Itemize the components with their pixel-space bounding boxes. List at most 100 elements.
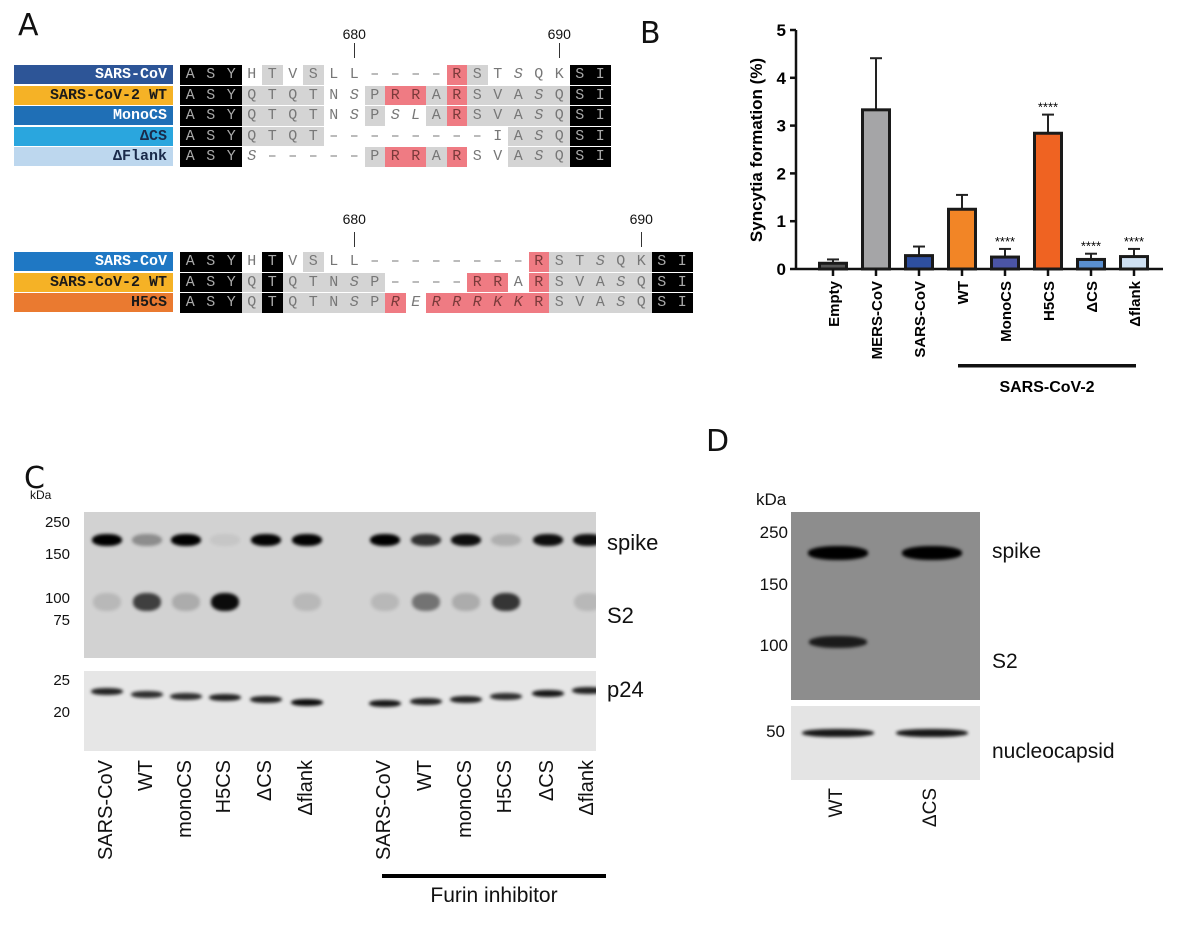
residue: Q: [631, 272, 652, 292]
furin-inhibitor-label: Furin inhibitor: [430, 884, 558, 907]
residue: Q: [549, 106, 570, 126]
residue: S: [467, 85, 488, 105]
position-label: 680: [342, 26, 366, 42]
category-label: MERS-CoV: [869, 281, 886, 359]
residue: T: [493, 66, 503, 83]
residue: T: [262, 252, 283, 272]
marker-50-d: 50: [766, 722, 785, 741]
residue: S: [200, 293, 221, 313]
s2-band: [492, 593, 520, 611]
residue: S: [200, 126, 221, 146]
residue: I: [590, 65, 611, 85]
category-label: WT: [955, 281, 972, 304]
residue: R: [446, 147, 467, 167]
residue: T: [303, 293, 324, 313]
residue: –: [411, 273, 421, 291]
bar-WT: [947, 207, 977, 271]
spike-band: [533, 534, 563, 546]
panel-label-d: D: [706, 424, 730, 459]
residue: –: [472, 253, 482, 270]
y-tick-label: 0: [777, 260, 786, 279]
lane-label: Δflank: [295, 760, 317, 816]
residue: R: [426, 293, 447, 313]
residue: R: [385, 147, 406, 167]
spike-band: [411, 534, 441, 546]
lane-label: SARS-CoV: [373, 760, 395, 861]
residue: K: [487, 293, 508, 313]
s2-band: [172, 593, 200, 611]
residue: A: [180, 65, 201, 85]
residue: A: [513, 273, 523, 291]
residue: S: [569, 126, 590, 146]
residue: I: [590, 85, 611, 105]
residue: –: [411, 66, 421, 83]
residue: T: [303, 272, 324, 292]
category-label: H5CS: [1041, 281, 1058, 321]
residue: Y: [221, 293, 242, 313]
marker-100: 100: [44, 590, 70, 607]
y-tick-label: 3: [777, 117, 786, 136]
bar-MERS-CoV: [861, 108, 891, 271]
residue: –: [431, 127, 441, 145]
residue: A: [180, 252, 201, 272]
residue: R: [467, 272, 488, 292]
residue: H: [247, 66, 257, 83]
residue: T: [303, 106, 324, 126]
residue: T: [262, 272, 283, 292]
sequence-name: SARS-CoV: [14, 252, 173, 271]
residue: I: [590, 147, 611, 167]
marker-75: 75: [53, 612, 70, 629]
residue: S: [549, 252, 570, 272]
residue: –: [308, 148, 318, 165]
residue: Y: [221, 252, 242, 272]
significance-stars: ****: [995, 234, 1015, 249]
sequence-name: SARS-CoV: [14, 65, 173, 84]
marker-150-d: 150: [759, 575, 788, 594]
residue: Y: [221, 85, 242, 105]
spike-band: [808, 546, 868, 560]
residue: I: [672, 293, 693, 313]
residue: Y: [221, 106, 242, 126]
sequence-name: MonoCS: [14, 106, 173, 125]
marker-20: 20: [53, 704, 70, 721]
residue: –: [452, 273, 462, 291]
residue: –: [472, 127, 482, 145]
residue: R: [446, 85, 467, 105]
residue: –: [411, 127, 421, 145]
spike-band: [902, 546, 962, 560]
category-label: ΔCS: [1084, 281, 1101, 313]
residue: S: [513, 66, 523, 83]
y-tick-label: 1: [777, 212, 786, 231]
residue: A: [590, 272, 611, 292]
residue: S: [344, 272, 365, 292]
residue: S: [467, 65, 488, 85]
residue: S: [651, 252, 672, 272]
residue: V: [288, 66, 298, 83]
residue: S: [200, 147, 221, 167]
p24-band: [490, 692, 522, 700]
p24-band: [91, 687, 123, 695]
residue: S: [303, 252, 324, 272]
residue: R: [487, 272, 508, 292]
residue: S: [610, 272, 631, 292]
residue: –: [370, 253, 380, 270]
residue: A: [590, 293, 611, 313]
residue: S: [651, 272, 672, 292]
lane-label: SARS-CoV: [95, 760, 117, 861]
residue: –: [431, 253, 441, 270]
residue: I: [590, 126, 611, 146]
residue: S: [349, 107, 359, 124]
residue: R: [528, 272, 549, 292]
residue: Q: [241, 272, 262, 292]
residue: K: [508, 293, 529, 313]
group-bracket: [958, 364, 1136, 368]
residue: S: [344, 293, 365, 313]
residue: S: [472, 148, 482, 165]
residue: V: [487, 106, 508, 126]
s2-band: [93, 593, 121, 611]
category-label: Δflank: [1127, 280, 1144, 326]
residue: T: [262, 106, 283, 126]
spike-band: [171, 534, 201, 546]
residue: –: [452, 127, 462, 145]
s2-band: [412, 593, 440, 611]
